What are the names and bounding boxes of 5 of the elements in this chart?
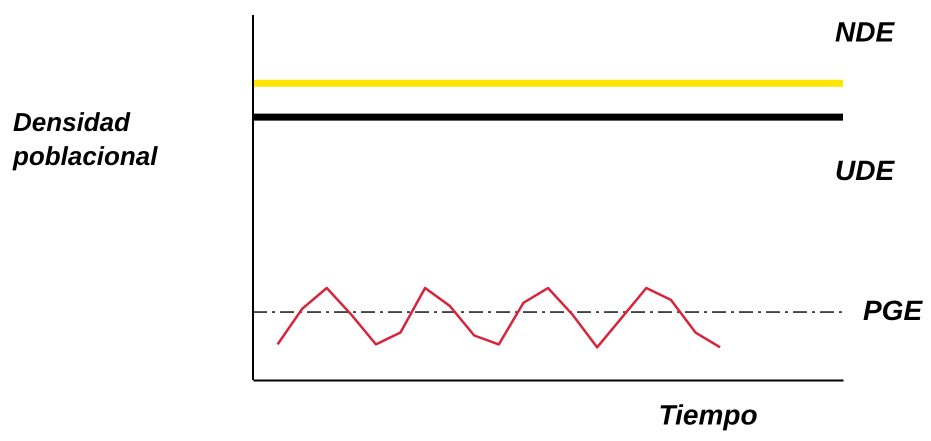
text: Densidad poblacional: [12, 107, 158, 171]
series-label: PGE: [863, 295, 924, 326]
series-label: NDE: [835, 16, 896, 48]
series-label: UDE: [835, 155, 896, 186]
x-axis-title: Tiempo: [658, 400, 758, 430]
